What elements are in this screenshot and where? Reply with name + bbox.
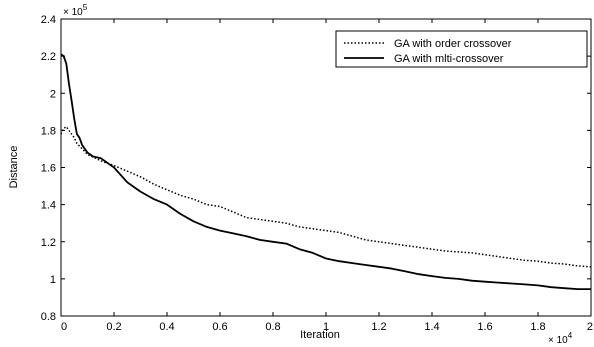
x-axis-ticks: 0 0.2 0.4 0.6 0.8 1 1.2 1.4 1.6 1.8 2 bbox=[60, 19, 593, 333]
series-line-order-crossover bbox=[60, 125, 592, 268]
x-tick-label: 0 bbox=[61, 321, 67, 333]
y-axis-label: Distance bbox=[8, 146, 20, 189]
y-tick-label: 0.8 bbox=[41, 311, 56, 323]
x-tick-label: 0.8 bbox=[265, 321, 280, 333]
series-layer bbox=[60, 53, 592, 290]
plot-area bbox=[60, 18, 592, 317]
x-tick-label: 0.4 bbox=[159, 321, 174, 333]
legend: GA with order crossover GA with mlti-cro… bbox=[335, 30, 588, 68]
legend-box bbox=[335, 30, 588, 68]
legend-label-order: GA with order crossover bbox=[394, 38, 512, 50]
y-tick-label: 1.4 bbox=[41, 200, 56, 212]
x-tick-label: 1.8 bbox=[530, 321, 545, 333]
x-tick-label: 1.6 bbox=[477, 321, 492, 333]
x-tick-label: 2 bbox=[587, 321, 593, 333]
y-axis-ticks: 0.8 1 1.2 1.4 1.6 1.8 2 2.2 2.4 bbox=[41, 14, 591, 323]
x-axis-label: Iteration bbox=[300, 329, 340, 341]
y-tick-label: 2.2 bbox=[41, 51, 56, 63]
x-tick-label: 1.2 bbox=[371, 321, 386, 333]
legend-label-multi: GA with mlti-crossover bbox=[394, 53, 504, 65]
y-tick-label: 1.2 bbox=[41, 237, 56, 249]
x-tick-label: 0.6 bbox=[212, 321, 227, 333]
x-tick-label: 1 bbox=[323, 321, 329, 333]
series-line-multi-crossover bbox=[60, 53, 591, 290]
y-tick-label: 2.4 bbox=[41, 14, 56, 26]
y-axis-multiplier: × 105 bbox=[63, 3, 88, 18]
y-tick-label: 1.6 bbox=[41, 163, 56, 175]
x-tick-label: 0.2 bbox=[106, 321, 121, 333]
x-tick-label: 1.4 bbox=[424, 321, 439, 333]
y-tick-label: 2 bbox=[50, 88, 56, 100]
y-tick-label: 1.8 bbox=[41, 125, 56, 137]
y-tick-label: 1 bbox=[50, 274, 56, 286]
x-axis-multiplier: × 104 bbox=[548, 331, 573, 346]
